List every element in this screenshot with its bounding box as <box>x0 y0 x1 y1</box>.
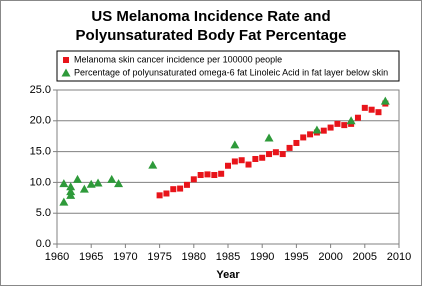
chart-title: US Melanoma Incidence Rate and <box>91 8 330 25</box>
x-tick-label: 2005 <box>353 251 377 263</box>
y-tick-label: 25.0 <box>30 84 51 96</box>
legend-text: Percentage of polyunsaturated omega-6 fa… <box>74 67 388 77</box>
square-marker <box>327 124 334 131</box>
square-marker <box>307 131 314 138</box>
triangle-marker <box>93 178 103 187</box>
square-marker <box>272 149 279 156</box>
square-marker <box>293 139 300 146</box>
triangle-marker <box>73 174 83 183</box>
square-marker <box>163 190 170 197</box>
x-tick-label: 2000 <box>318 251 342 263</box>
triangle-marker <box>312 125 322 134</box>
x-tick-label: 1965 <box>79 251 103 263</box>
square-marker <box>231 158 238 165</box>
x-tick-label: 1970 <box>113 251 137 263</box>
square-marker <box>245 161 252 168</box>
x-tick-label: 1995 <box>284 251 308 263</box>
square-marker <box>334 120 341 127</box>
triangle-marker <box>59 179 69 188</box>
triangle-marker <box>148 160 158 169</box>
square-marker <box>375 109 382 116</box>
chart-subtitle: Polyunsaturated Body Fat Percentage <box>76 27 347 44</box>
square-marker <box>320 127 327 134</box>
square-marker <box>204 171 211 178</box>
legend-box <box>56 50 400 82</box>
square-marker <box>252 155 259 162</box>
triangle-marker <box>66 182 76 191</box>
square-marker <box>183 181 190 188</box>
triangle-marker <box>380 96 390 105</box>
triangle-marker <box>86 179 96 188</box>
triangle-marker <box>114 179 124 188</box>
y-tick-label: 20.0 <box>30 115 51 127</box>
square-marker <box>279 151 286 158</box>
triangle-marker <box>346 116 356 125</box>
triangle-marker <box>61 68 71 77</box>
x-tick-label: 1960 <box>45 251 69 263</box>
square-marker <box>286 144 293 151</box>
legend-text: Melanoma skin cancer incidence per 10000… <box>74 54 282 64</box>
triangle-marker <box>79 184 89 193</box>
triangle-marker <box>107 174 117 183</box>
x-tick-label: 1985 <box>216 251 240 263</box>
x-tick-label: 1975 <box>147 251 171 263</box>
triangle-marker <box>230 140 240 149</box>
square-marker <box>354 114 361 121</box>
triangle-marker <box>264 133 274 142</box>
triangle-marker <box>59 197 69 206</box>
square-marker <box>156 192 163 199</box>
y-tick-label: 0.0 <box>36 238 51 250</box>
y-tick-label: 5.0 <box>36 207 51 219</box>
square-marker <box>225 162 231 169</box>
x-tick-label: 2010 <box>387 251 411 263</box>
square-marker <box>63 57 69 63</box>
square-marker <box>266 151 273 158</box>
triangle-marker <box>66 190 76 199</box>
square-marker <box>238 157 245 164</box>
square-marker <box>361 104 368 111</box>
square-marker <box>300 134 307 141</box>
x-tick-label: 1980 <box>182 251 206 263</box>
square-marker <box>170 186 177 193</box>
square-marker <box>177 185 184 192</box>
square-marker <box>197 172 204 179</box>
square-marker <box>218 170 225 177</box>
y-tick-label: 10.0 <box>30 176 51 188</box>
square-marker <box>368 106 375 113</box>
square-marker <box>211 172 218 179</box>
x-tick-label: 1990 <box>250 251 274 263</box>
square-marker <box>190 176 197 183</box>
x-axis-label: Year <box>216 269 240 281</box>
square-marker <box>259 154 266 161</box>
y-tick-label: 15.0 <box>30 146 51 158</box>
square-marker <box>341 122 348 129</box>
